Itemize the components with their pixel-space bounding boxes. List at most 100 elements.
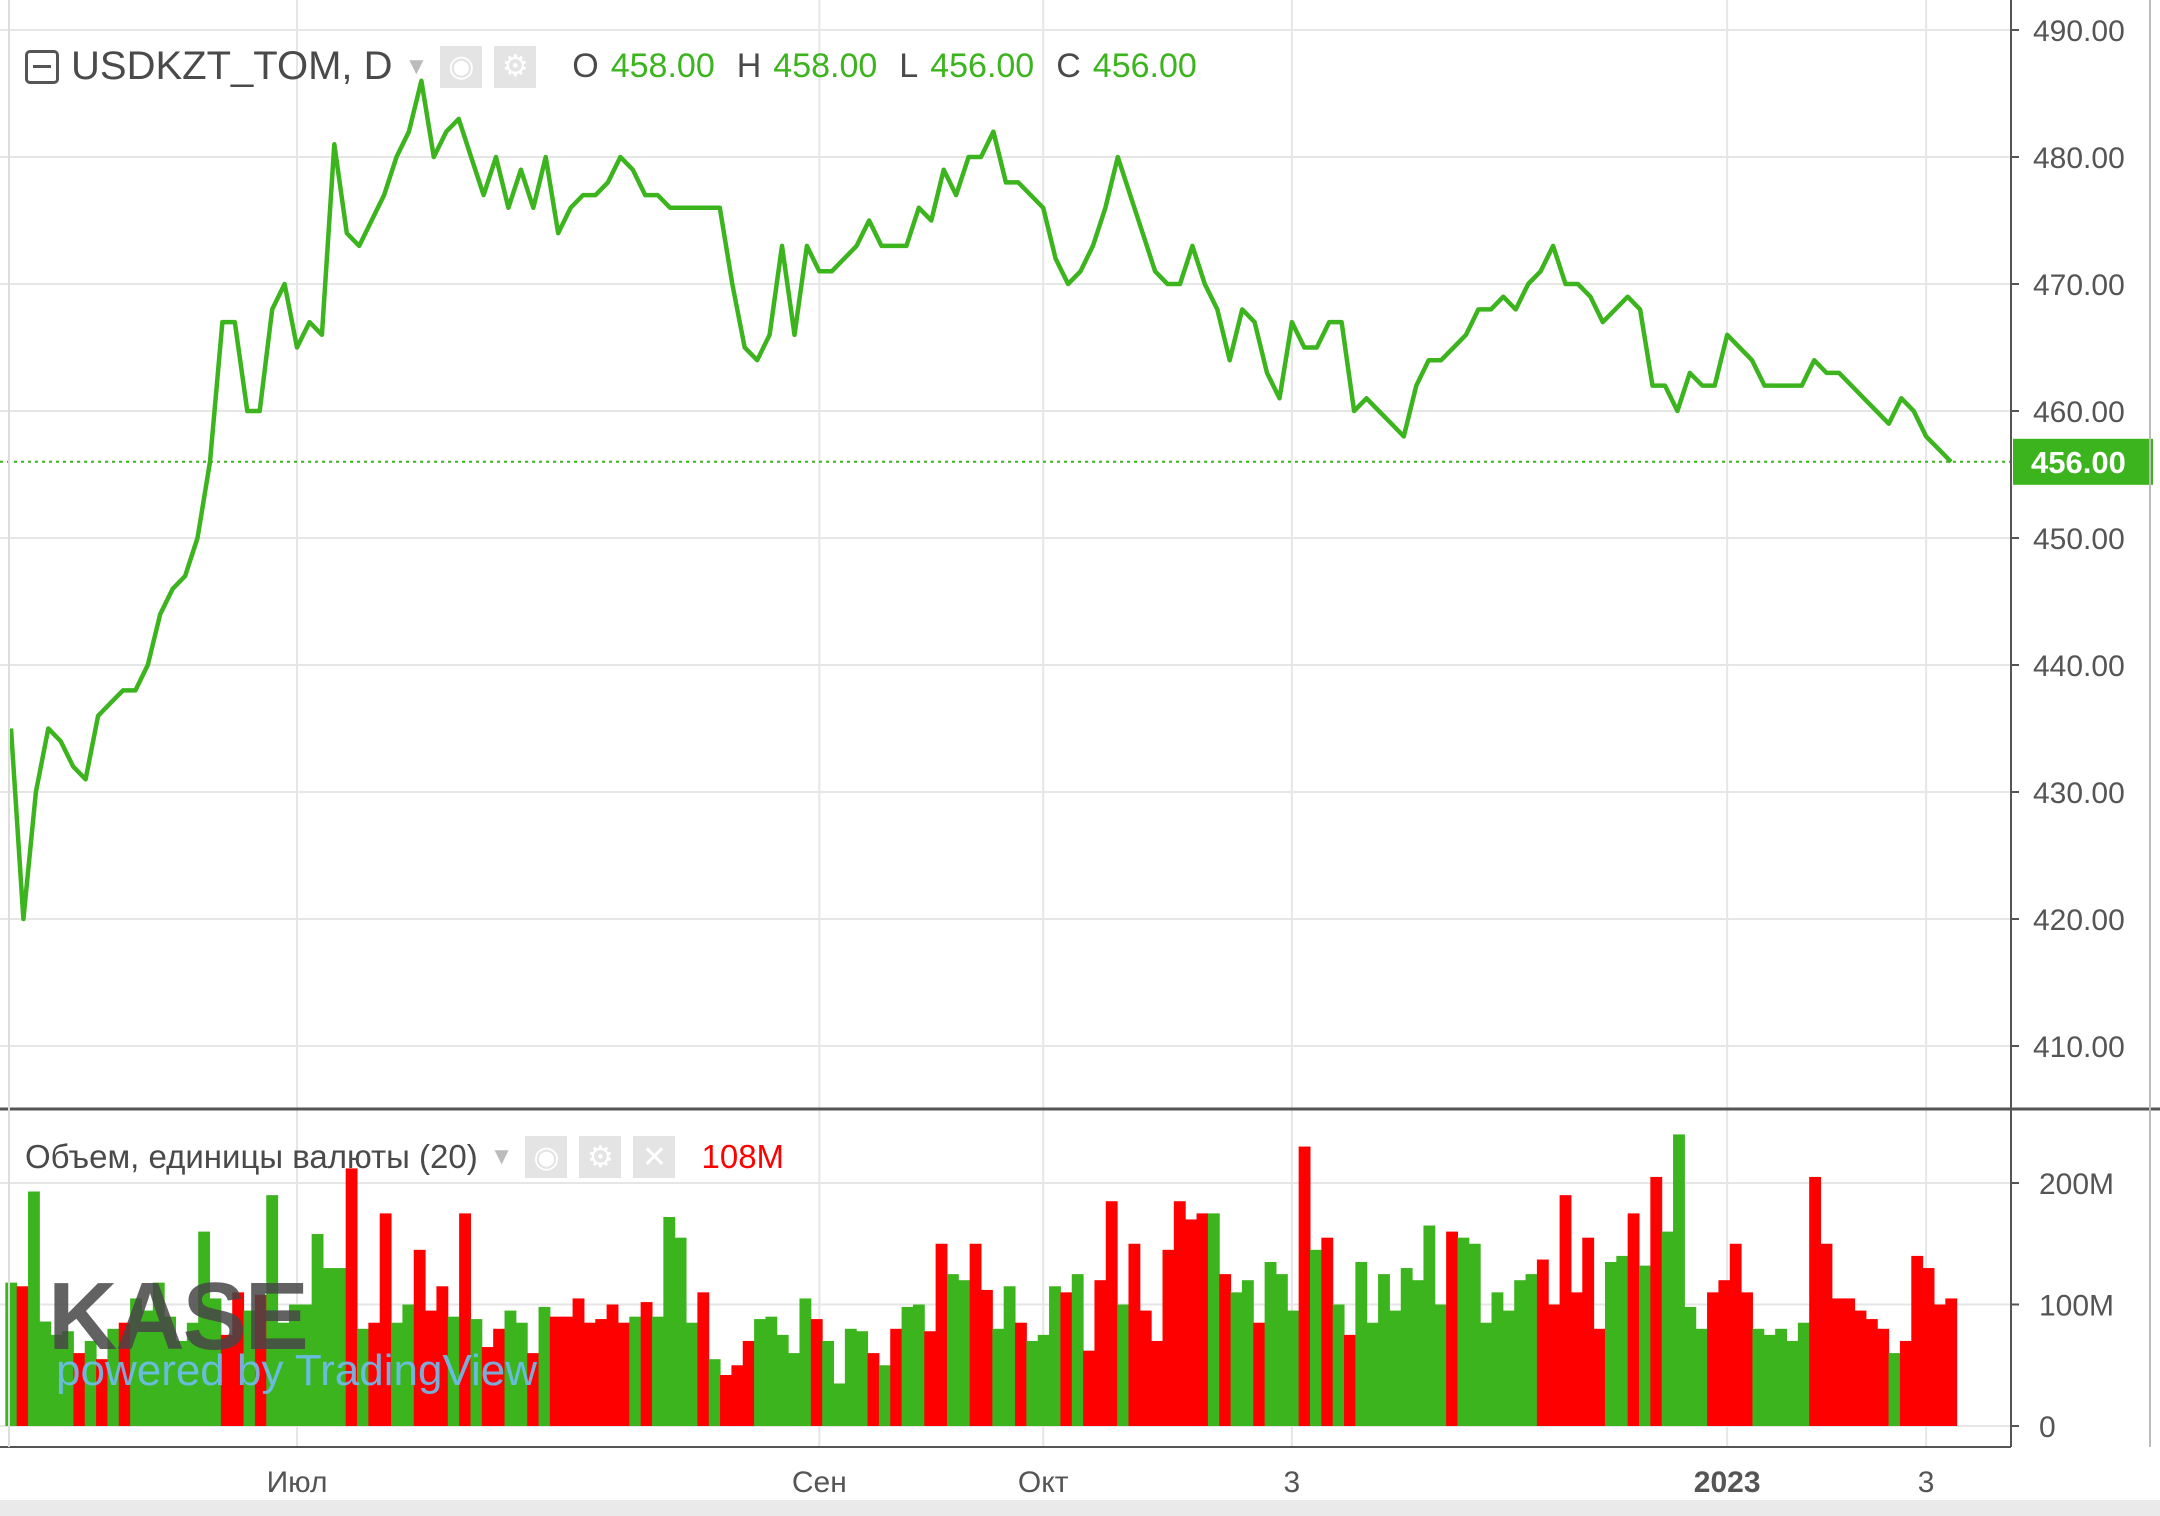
- volume-bar: [209, 1298, 222, 1426]
- eye-icon[interactable]: ◉: [525, 1136, 568, 1178]
- volume-bar: [118, 1322, 131, 1426]
- y-tick-label: 440.00: [2033, 650, 2125, 683]
- volume-bar: [799, 1298, 812, 1426]
- volume-bar: [447, 1316, 460, 1426]
- ohlc-close-value: 456.00: [1092, 47, 1197, 85]
- volume-bar: [901, 1306, 914, 1426]
- volume-bar: [1899, 1340, 1912, 1426]
- volume-bar: [1151, 1340, 1164, 1426]
- volume-bar: [1536, 1259, 1549, 1426]
- symbol-title[interactable]: USDKZT_TOM, D: [71, 44, 393, 88]
- y-tick-label: 410.00: [2033, 1031, 2125, 1064]
- close-icon[interactable]: ✕: [633, 1136, 676, 1178]
- volume-bar: [504, 1310, 517, 1426]
- volume-bar: [674, 1237, 687, 1426]
- x-tick-label: Окт: [1018, 1466, 1069, 1499]
- volume-bar: [1298, 1146, 1311, 1426]
- volume-legend: Объем, единицы валюты (20) ▼ ◉ ⚙ ✕ 108M: [25, 1136, 784, 1178]
- volume-bar: [617, 1322, 630, 1426]
- volume-bar: [1162, 1249, 1175, 1426]
- volume-bar: [1139, 1310, 1152, 1426]
- volume-bar: [992, 1328, 1005, 1426]
- volume-bar: [62, 1331, 74, 1426]
- volume-bar: [765, 1316, 778, 1426]
- volume-bar: [1707, 1292, 1719, 1426]
- volume-bar: [300, 1304, 313, 1426]
- volume-bar: [1241, 1280, 1254, 1426]
- eye-icon[interactable]: ◉: [440, 45, 483, 88]
- volume-bar: [1854, 1310, 1867, 1426]
- volume-bar: [493, 1328, 506, 1426]
- volume-bar: [357, 1328, 369, 1426]
- volume-bar: [549, 1316, 562, 1426]
- y-tick-label: 430.00: [2033, 777, 2125, 810]
- ohlc-high-label: H: [736, 47, 762, 85]
- volume-bar: [1117, 1304, 1129, 1426]
- volume-bar: [1888, 1353, 1901, 1426]
- volume-bar: [288, 1304, 301, 1426]
- collapse-icon[interactable]: [25, 49, 59, 84]
- volume-bar: [220, 1334, 233, 1426]
- y-tick-label: 420.00: [2033, 904, 2125, 937]
- volume-bar: [1525, 1274, 1538, 1426]
- volume-bar: [1196, 1213, 1209, 1426]
- volume-bar: [1797, 1322, 1810, 1426]
- volume-bar: [28, 1191, 40, 1426]
- volume-bar: [1105, 1201, 1118, 1426]
- volume-bar: [1083, 1350, 1095, 1426]
- chevron-down-icon[interactable]: ▼: [489, 1143, 514, 1170]
- ohlc-close-label: C: [1056, 47, 1081, 85]
- volume-bar: [1434, 1304, 1447, 1426]
- volume-bar: [1695, 1328, 1708, 1426]
- volume-bar: [459, 1213, 471, 1426]
- volume-bar: [1775, 1328, 1787, 1426]
- volume-bar: [1616, 1255, 1629, 1426]
- volume-bar: [243, 1310, 256, 1426]
- gear-icon[interactable]: ⚙: [494, 45, 537, 88]
- volume-bar: [890, 1328, 903, 1426]
- volume-bar: [1287, 1310, 1300, 1426]
- volume-bar: [583, 1322, 596, 1426]
- volume-tick-label: 100M: [2039, 1290, 2114, 1323]
- volume-bar: [1763, 1334, 1776, 1426]
- volume-bar: [107, 1328, 120, 1426]
- volume-bar: [640, 1302, 653, 1426]
- volume-bar: [1604, 1261, 1617, 1426]
- volume-bar: [5, 1282, 18, 1426]
- volume-value: 108M: [701, 1138, 785, 1175]
- volume-bar: [1582, 1237, 1595, 1426]
- volume-bar: [1684, 1306, 1697, 1426]
- volume-bar: [527, 1353, 540, 1426]
- volume-bar: [1173, 1201, 1186, 1426]
- volume-bar: [935, 1243, 948, 1426]
- volume-bar: [1128, 1243, 1141, 1426]
- volume-bar: [334, 1268, 347, 1426]
- ohlc-open-label: O: [572, 47, 599, 85]
- volume-bar: [1673, 1134, 1685, 1426]
- volume-bar: [833, 1383, 846, 1426]
- volume-bar: [436, 1286, 449, 1426]
- volume-bar: [1049, 1286, 1061, 1426]
- volume-bar: [1003, 1286, 1016, 1426]
- volume-bar: [1786, 1340, 1799, 1426]
- volume-bars: [5, 1134, 1958, 1426]
- volume-bar: [731, 1365, 744, 1426]
- gear-icon[interactable]: ⚙: [579, 1136, 622, 1178]
- volume-bar: [1400, 1268, 1413, 1426]
- volume-bar: [368, 1322, 381, 1426]
- volume-bar: [561, 1316, 574, 1426]
- volume-bar: [1843, 1298, 1856, 1426]
- volume-bar: [96, 1359, 108, 1426]
- volume-title[interactable]: Объем, единицы валюты (20): [25, 1138, 478, 1175]
- volume-bar: [391, 1322, 403, 1426]
- x-tick-label: Сен: [792, 1466, 847, 1499]
- volume-bar: [1253, 1322, 1266, 1426]
- volume-bar: [1718, 1280, 1731, 1426]
- volume-bar: [73, 1353, 86, 1426]
- volume-bar: [141, 1310, 154, 1426]
- volume-bar: [1741, 1292, 1753, 1426]
- chevron-down-icon[interactable]: ▼: [404, 52, 429, 80]
